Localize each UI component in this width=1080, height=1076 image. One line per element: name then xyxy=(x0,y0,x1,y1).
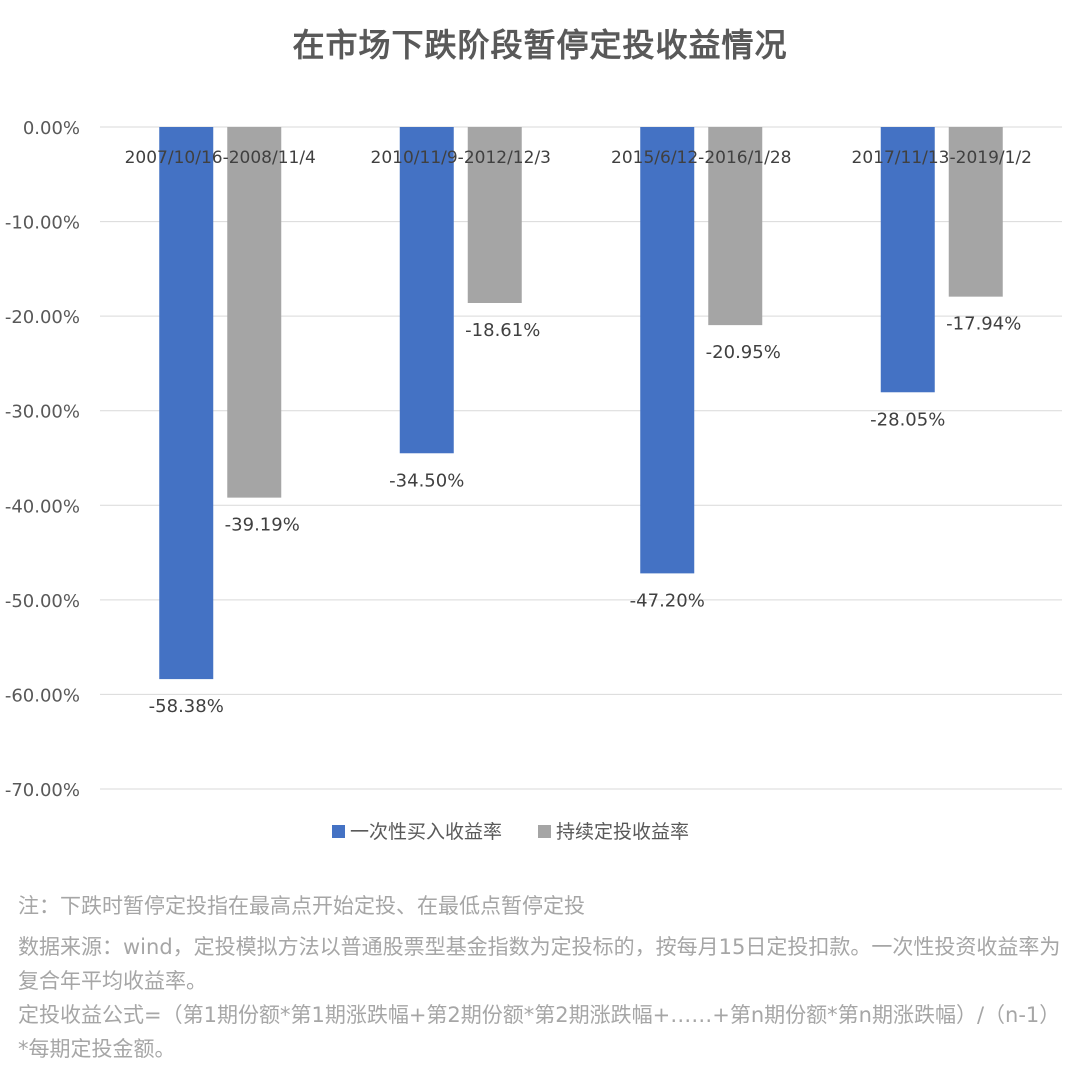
data-label: -58.38% xyxy=(149,696,224,717)
category-label: 2010/11/9-2012/12/3 xyxy=(371,148,551,168)
bar xyxy=(880,127,935,393)
data-label: -28.05% xyxy=(870,409,945,430)
chart-title: 在市场下跌阶段暂停定投收益情况 xyxy=(292,26,788,64)
y-axis: 0.00% -10.00% -20.00% -30.00% -40.00% -50.00%… xyxy=(5,118,80,801)
legend: 一次性买入收益率 持续定投收益率 xyxy=(332,821,689,843)
bar xyxy=(227,127,282,498)
data-label: -34.50% xyxy=(389,470,464,491)
bar xyxy=(948,127,1003,297)
legend-swatch xyxy=(538,825,551,838)
y-tick-label: -70.00% xyxy=(5,780,80,801)
legend-swatch xyxy=(332,825,345,838)
data-label: -20.95% xyxy=(706,342,781,363)
data-labels: -58.38% -39.19% -34.50% -18.61% -47.20% -20.9… xyxy=(149,314,1022,717)
bar xyxy=(640,127,695,574)
footnote-formula: 定投收益公式=（第1期份额*第1期涨跌幅+第2期份额*第2期涨跌幅+……+第n期… xyxy=(18,1003,1061,1061)
y-tick-label: -60.00% xyxy=(5,685,80,706)
y-tick-label: -40.00% xyxy=(5,496,80,517)
data-label: -47.20% xyxy=(630,590,705,611)
y-tick-label: -30.00% xyxy=(5,402,80,423)
category-label: 2015/6/12-2016/1/28 xyxy=(611,148,791,168)
y-tick-label: 0.00% xyxy=(23,118,80,139)
data-label: -18.61% xyxy=(465,320,540,341)
bar xyxy=(708,127,763,326)
bar xyxy=(467,127,522,303)
y-tick-label: -10.00% xyxy=(5,213,80,234)
bar xyxy=(159,127,214,680)
legend-label: 持续定投收益率 xyxy=(556,821,689,843)
footnote-source: 数据来源：wind，定投模拟方法以普通股票型基金指数为定投标的，按每月15日定投… xyxy=(18,935,1061,993)
bars xyxy=(159,127,1003,680)
category-label: 2017/11/13-2019/1/2 xyxy=(852,148,1032,168)
y-tick-label: -50.00% xyxy=(5,591,80,612)
bar-chart: -58.38% -39.19% -34.50% -18.61% -47.20% -20.9… xyxy=(5,118,1062,843)
legend-label: 一次性买入收益率 xyxy=(350,821,502,843)
y-tick-label: -20.00% xyxy=(5,307,80,328)
category-labels: 2007/10/16-2008/11/4 2010/11/9-2012/12/3 2… xyxy=(125,148,1032,168)
data-label: -39.19% xyxy=(225,515,300,536)
footnote-definition: 注：下跌时暂停定投指在最高点开始定投、在最低点暂停定投 xyxy=(18,894,585,918)
category-label: 2007/10/16-2008/11/4 xyxy=(125,148,316,168)
bar xyxy=(399,127,454,454)
data-label: -17.94% xyxy=(946,314,1021,335)
